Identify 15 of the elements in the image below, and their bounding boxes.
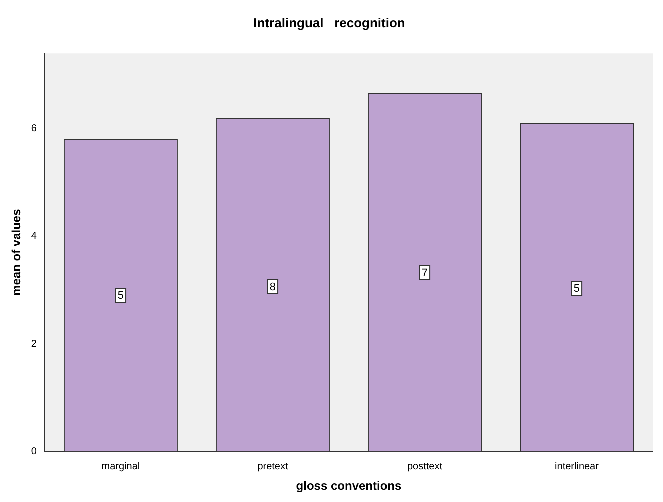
x-axis-title: gloss conventions bbox=[296, 479, 402, 494]
y-tick-label: 4 bbox=[31, 231, 38, 242]
annotation: 8 bbox=[270, 282, 276, 294]
y-tick-label: 0 bbox=[31, 446, 38, 458]
x-tick-label: interlinear bbox=[555, 461, 600, 472]
y-axis-title: mean of values bbox=[10, 208, 24, 296]
x-tick-label: marginal bbox=[102, 461, 140, 472]
y-tick-label: 6 bbox=[31, 124, 38, 135]
chart-title: Intralingual recognition bbox=[254, 15, 406, 30]
annotation: 7 bbox=[422, 268, 428, 280]
annotation: 5 bbox=[118, 290, 124, 302]
y-tick-label: 2 bbox=[31, 338, 38, 350]
annotation: 5 bbox=[574, 283, 580, 296]
x-tick-label: pretext bbox=[258, 461, 288, 472]
x-tick-label: posttext bbox=[407, 461, 443, 472]
